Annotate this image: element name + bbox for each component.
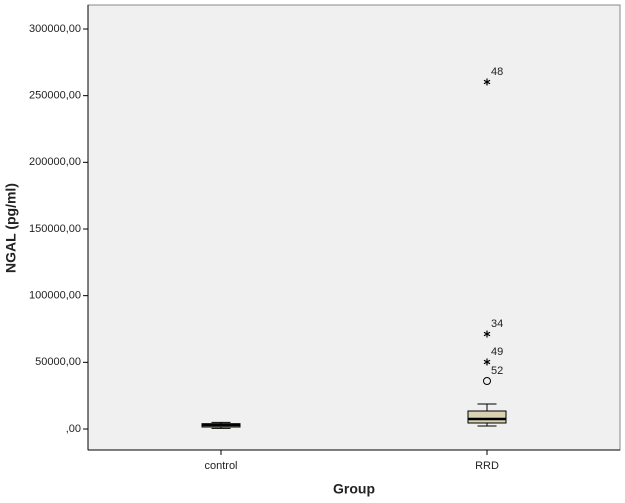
extreme: [483, 358, 491, 366]
x-tick-label: RRD: [475, 460, 499, 472]
plot-area: [87, 4, 621, 451]
extreme: [483, 78, 491, 86]
outlier-label: 48: [491, 66, 503, 78]
outlier: [483, 377, 491, 385]
box: [467, 410, 507, 424]
y-tick-label: 50000,00: [35, 356, 81, 368]
outlier-label: 34: [491, 318, 503, 330]
x-tick-label: control: [204, 460, 237, 472]
x-axis-title: Group: [333, 481, 375, 497]
y-tick-label: 250000,00: [29, 90, 81, 102]
y-tick-label: 150000,00: [29, 223, 81, 235]
y-axis-title: NGAL (pg/ml): [3, 183, 19, 273]
y-tick-label: 100000,00: [29, 290, 81, 302]
y-tick-label: 300000,00: [29, 23, 81, 35]
outlier-label: 49: [491, 346, 503, 358]
outlier-label: 52: [491, 365, 503, 377]
y-tick-label: 200000,00: [29, 156, 81, 168]
y-tick-label: ,00: [66, 423, 81, 435]
extreme: [483, 330, 491, 338]
